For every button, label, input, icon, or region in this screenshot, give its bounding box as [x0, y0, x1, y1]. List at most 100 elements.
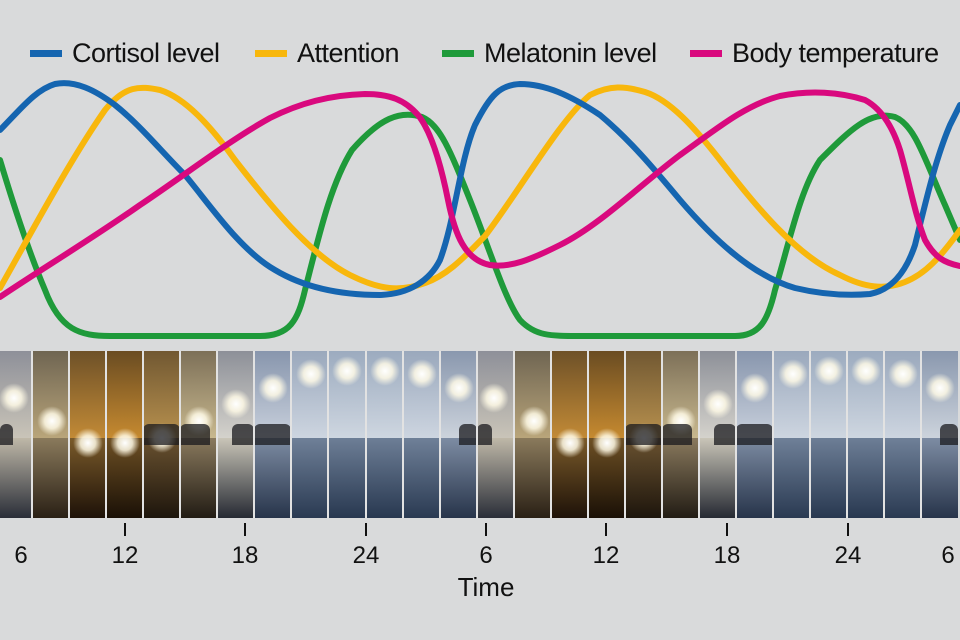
- sun-icon: [778, 359, 809, 390]
- tick-label: 6: [941, 542, 955, 569]
- sun-icon: [591, 427, 622, 458]
- panel-divider: [809, 351, 811, 518]
- panel-divider: [365, 351, 367, 518]
- legend-label: Melatonin level: [484, 37, 657, 68]
- photo-panel: [366, 351, 403, 518]
- chart-legend: Cortisol level Attention Melatonin level Bo…: [0, 33, 960, 73]
- sun-icon: [924, 372, 955, 403]
- tick-mark: [124, 523, 126, 536]
- panel-divider: [290, 351, 292, 518]
- panel-divider: [179, 351, 181, 518]
- panel-divider: [253, 351, 255, 518]
- tick-label: 6: [479, 542, 493, 569]
- sun-icon: [478, 382, 509, 413]
- tick-mark: [847, 523, 849, 536]
- sun-icon: [220, 389, 251, 420]
- legend-item: Cortisol level: [30, 33, 220, 73]
- photo-panel: [32, 351, 69, 518]
- panel-divider: [920, 351, 922, 518]
- sun-icon: [0, 382, 30, 413]
- legend-item: Melatonin level: [442, 33, 657, 73]
- tick-mark: [726, 523, 728, 536]
- photo-panel: [699, 351, 736, 518]
- tick-label: 12: [592, 542, 620, 569]
- panel-divider: [216, 351, 218, 518]
- sun-icon: [443, 372, 474, 403]
- photo-panel: [328, 351, 366, 518]
- panel-divider: [587, 351, 589, 518]
- cortisol-curve: [0, 80, 960, 299]
- panel-divider: [846, 351, 848, 518]
- tick-label: 18: [231, 542, 259, 569]
- legend-swatch-icon: [30, 49, 62, 57]
- melatonin-curve: [0, 111, 960, 339]
- sun-icon: [332, 356, 362, 387]
- legend-swatch-icon: [442, 49, 474, 57]
- panel-divider: [402, 351, 404, 518]
- photo-panel: [588, 351, 625, 518]
- photo-panel: [736, 351, 773, 518]
- photo-panel: [291, 351, 328, 518]
- panel-divider: [772, 351, 774, 518]
- photo-panel: [254, 351, 291, 518]
- attention-curve: [0, 84, 960, 292]
- sun-icon: [739, 372, 770, 403]
- photo-strip: [0, 351, 960, 518]
- tick-mark: [605, 523, 607, 536]
- photo-panel: [514, 351, 551, 518]
- panel-divider: [142, 351, 144, 518]
- tick-label: 6: [14, 542, 28, 569]
- tick-mark: [244, 523, 246, 536]
- tick-mark: [485, 523, 487, 536]
- photo-panel: [810, 351, 847, 518]
- photo-panel: [0, 351, 32, 518]
- sun-icon: [887, 359, 918, 390]
- sun-icon: [37, 406, 68, 437]
- sun-icon: [72, 427, 103, 458]
- panel-divider: [513, 351, 515, 518]
- legend-label: Attention: [297, 37, 400, 68]
- sun-icon: [406, 359, 437, 390]
- photo-panel: [403, 351, 440, 518]
- tick-label: 12: [111, 542, 139, 569]
- panel-divider: [439, 351, 441, 518]
- curves-plot: [0, 80, 960, 339]
- legend-label: Cortisol level: [72, 37, 220, 68]
- photo-panel: [440, 351, 477, 518]
- x-axis-label: Time: [457, 572, 515, 602]
- sun-icon: [850, 356, 881, 387]
- sun-icon: [702, 389, 733, 420]
- body-temperature-curve: [0, 89, 960, 300]
- tick-label: 18: [713, 542, 741, 569]
- photo-panel: [143, 351, 180, 518]
- photo-panel: [921, 351, 958, 518]
- sun-icon: [109, 427, 140, 458]
- legend-label: Body temperature: [732, 37, 939, 68]
- photo-panel: [773, 351, 810, 518]
- sun-icon: [813, 356, 844, 387]
- panel-divider: [31, 351, 33, 518]
- legend-item: Attention: [255, 33, 400, 73]
- legend-item: Body temperature: [690, 33, 939, 73]
- photo-panel: [625, 351, 662, 518]
- legend-swatch-icon: [690, 49, 722, 57]
- panel-divider: [550, 351, 552, 518]
- photo-panel: [477, 351, 514, 518]
- panel-divider: [735, 351, 737, 518]
- photo-panel: [847, 351, 884, 518]
- panel-divider: [327, 351, 329, 518]
- tick-label: 24: [352, 542, 380, 569]
- sun-icon: [296, 359, 327, 390]
- panel-divider: [624, 351, 626, 518]
- panel-divider: [68, 351, 70, 518]
- photo-panel: [106, 351, 143, 518]
- panel-divider: [661, 351, 663, 518]
- photo-panel: [551, 351, 588, 518]
- sun-icon: [369, 356, 400, 387]
- sun-icon: [554, 427, 585, 458]
- photo-panel: [662, 351, 699, 518]
- panel-divider: [883, 351, 885, 518]
- panel-divider: [698, 351, 700, 518]
- panel-divider: [105, 351, 107, 518]
- photo-panel: [217, 351, 254, 518]
